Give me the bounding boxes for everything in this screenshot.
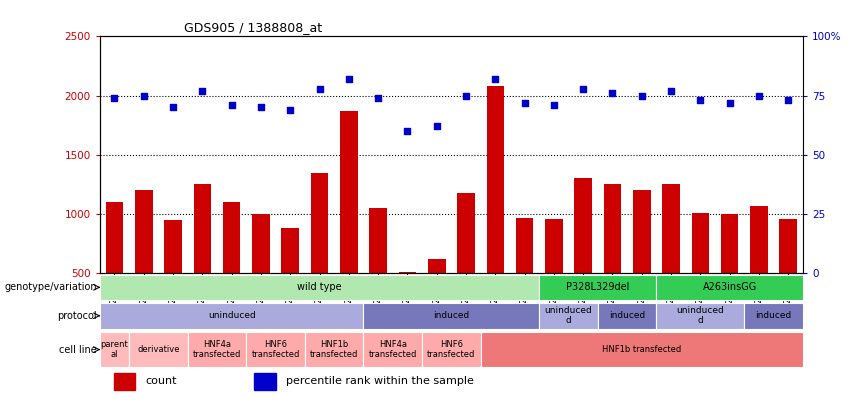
- Point: [400, 128, 414, 134]
- Point: [166, 104, 180, 111]
- Bar: [545, 219, 562, 333]
- Bar: [457, 193, 475, 333]
- Bar: [598, 303, 656, 328]
- Text: derivative: derivative: [137, 345, 180, 354]
- Point: [547, 102, 561, 108]
- Text: HNF4a
transfected: HNF4a transfected: [193, 340, 241, 359]
- Text: induced: induced: [609, 311, 645, 320]
- Text: parent
al: parent al: [101, 340, 128, 359]
- Bar: [539, 275, 656, 300]
- Bar: [254, 373, 276, 390]
- Text: HNF1b transfected: HNF1b transfected: [602, 345, 681, 354]
- Bar: [100, 303, 364, 328]
- Point: [254, 104, 268, 111]
- Bar: [428, 259, 445, 333]
- Bar: [486, 86, 504, 333]
- Bar: [364, 303, 539, 328]
- Point: [576, 85, 590, 92]
- Text: HNF6
transfected: HNF6 transfected: [252, 340, 299, 359]
- Text: wild type: wild type: [297, 282, 342, 292]
- Bar: [223, 202, 240, 333]
- Text: uninduced
d: uninduced d: [544, 306, 593, 326]
- Bar: [106, 202, 123, 333]
- Bar: [745, 303, 803, 328]
- Point: [195, 87, 209, 94]
- Bar: [656, 303, 744, 328]
- Text: protocol: protocol: [57, 311, 97, 321]
- Point: [723, 100, 737, 106]
- Text: genotype/variation: genotype/variation: [4, 282, 97, 292]
- Text: HNF6
transfected: HNF6 transfected: [427, 340, 476, 359]
- Bar: [370, 208, 387, 333]
- Point: [664, 87, 678, 94]
- Text: percentile rank within the sample: percentile rank within the sample: [286, 376, 474, 386]
- Bar: [750, 206, 767, 333]
- Bar: [100, 332, 129, 367]
- Text: P328L329del: P328L329del: [566, 282, 629, 292]
- Point: [694, 97, 707, 104]
- Text: count: count: [146, 376, 177, 386]
- Point: [430, 123, 444, 130]
- Text: induced: induced: [433, 311, 470, 320]
- Bar: [164, 220, 182, 333]
- Text: A263insGG: A263insGG: [702, 282, 757, 292]
- Point: [517, 100, 531, 106]
- Bar: [633, 190, 651, 333]
- Bar: [305, 332, 364, 367]
- Bar: [516, 217, 533, 333]
- Bar: [662, 184, 680, 333]
- Point: [489, 76, 503, 82]
- Bar: [311, 173, 328, 333]
- Point: [606, 90, 620, 96]
- Bar: [340, 111, 358, 333]
- Text: uninduced
d: uninduced d: [676, 306, 724, 326]
- Bar: [779, 219, 797, 333]
- Bar: [135, 190, 153, 333]
- Point: [283, 107, 297, 113]
- Point: [372, 95, 385, 101]
- Bar: [422, 332, 481, 367]
- Bar: [247, 332, 305, 367]
- Point: [752, 92, 766, 99]
- Text: GDS905 / 1388808_at: GDS905 / 1388808_at: [184, 21, 322, 34]
- Bar: [114, 373, 135, 390]
- Point: [635, 92, 648, 99]
- Point: [137, 92, 151, 99]
- Point: [459, 92, 473, 99]
- Bar: [656, 275, 803, 300]
- Text: uninduced: uninduced: [207, 311, 255, 320]
- Text: HNF4a
transfected: HNF4a transfected: [369, 340, 417, 359]
- Point: [108, 95, 122, 101]
- Point: [781, 97, 795, 104]
- Point: [225, 102, 239, 108]
- Bar: [481, 332, 803, 367]
- Text: induced: induced: [755, 311, 792, 320]
- Bar: [281, 228, 299, 333]
- Bar: [100, 275, 539, 300]
- Bar: [253, 214, 270, 333]
- Bar: [187, 332, 247, 367]
- Bar: [129, 332, 187, 367]
- Bar: [194, 184, 211, 333]
- Bar: [720, 214, 739, 333]
- Bar: [575, 179, 592, 333]
- Point: [312, 85, 326, 92]
- Text: cell line: cell line: [59, 345, 97, 354]
- Bar: [364, 332, 422, 367]
- Bar: [604, 184, 621, 333]
- Bar: [539, 303, 598, 328]
- Bar: [398, 272, 417, 333]
- Point: [342, 76, 356, 82]
- Text: HNF1b
transfected: HNF1b transfected: [310, 340, 358, 359]
- Bar: [692, 213, 709, 333]
